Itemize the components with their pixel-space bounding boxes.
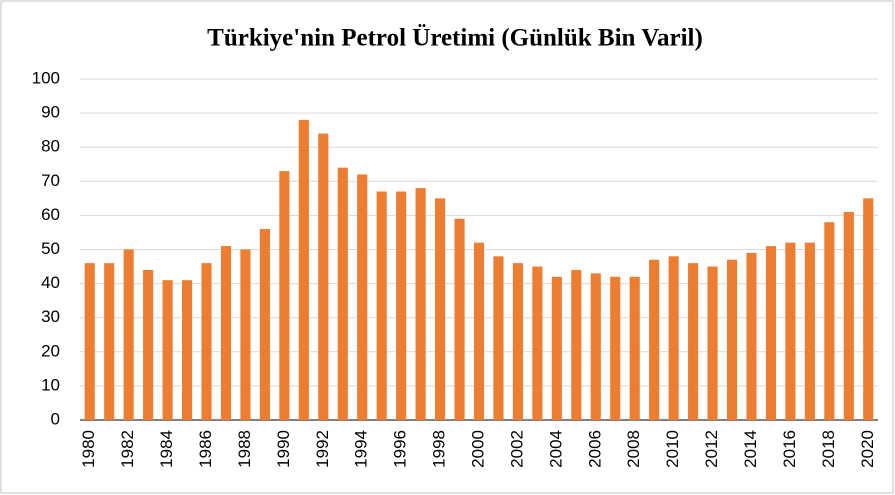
bar [785,242,796,420]
bar [259,229,270,420]
y-tick-label: 100 [32,68,60,87]
bar [201,263,212,420]
bar [298,119,309,421]
chart-title: Türkiye'nin Petrol Üretimi (Günlük Bin V… [207,25,703,52]
bar [863,198,874,420]
bar [532,266,543,420]
y-tick-label: 70 [41,171,60,190]
y-tick-label: 80 [41,137,60,156]
bar [610,276,621,420]
bar [396,191,407,420]
bar [162,280,173,420]
y-tick-label: 40 [41,273,60,292]
bar [376,191,387,420]
bar [279,171,290,420]
bar [804,242,815,420]
bar [220,246,232,420]
bar [746,252,757,420]
bar [551,276,562,420]
x-tick-label: 2002 [507,430,526,468]
x-tick-label: 1992 [313,430,332,468]
bar [765,246,777,420]
bar [435,198,446,420]
bar [590,273,601,420]
bar [649,259,660,420]
bar [824,222,835,420]
y-tick-label: 50 [41,239,60,258]
x-tick-label: 1998 [430,430,449,468]
bar [707,266,718,420]
x-tick-label: 1990 [274,430,293,468]
bar [240,249,251,420]
x-tick-label: 2020 [858,430,877,468]
bar [181,280,193,420]
bar [493,256,504,420]
y-tick-label: 90 [41,103,60,122]
x-tick-label: 2018 [819,430,838,468]
x-tick-label: 2006 [585,430,604,468]
bar [143,269,154,420]
bar [318,133,329,420]
bar [512,263,523,420]
x-tick-label: 1986 [196,430,215,468]
x-tick-label: 1994 [352,430,371,468]
bar [415,188,426,420]
x-tick-label: 2004 [546,430,565,468]
x-tick-label: 1984 [157,430,176,468]
x-tick-label: 2000 [468,430,487,468]
bar [473,242,485,420]
bar [668,256,679,420]
x-tick-label: 1980 [79,430,98,468]
bar [357,174,368,420]
x-tick-label: 1982 [118,430,137,468]
x-tick-label: 2016 [780,430,799,468]
bar [337,167,348,420]
x-tick-label: 1988 [235,430,254,468]
y-tick-label: 10 [41,375,60,394]
y-tick-label: 20 [41,341,60,360]
y-tick-label: 30 [41,307,60,326]
bar [571,269,582,420]
bar [726,259,738,420]
y-tick-label: 60 [41,205,60,224]
bar [84,263,95,420]
bar [123,249,134,420]
bar [104,263,115,420]
bar [454,218,465,420]
x-tick-label: 2012 [702,430,721,468]
x-tick-label: 2008 [624,430,643,468]
bar [629,276,640,420]
bar [688,263,699,420]
y-tick-label: 0 [51,409,60,428]
x-tick-label: 2014 [741,430,760,468]
x-tick-label: 1996 [391,430,410,468]
bar [843,211,854,420]
x-tick-label: 2010 [663,430,682,468]
